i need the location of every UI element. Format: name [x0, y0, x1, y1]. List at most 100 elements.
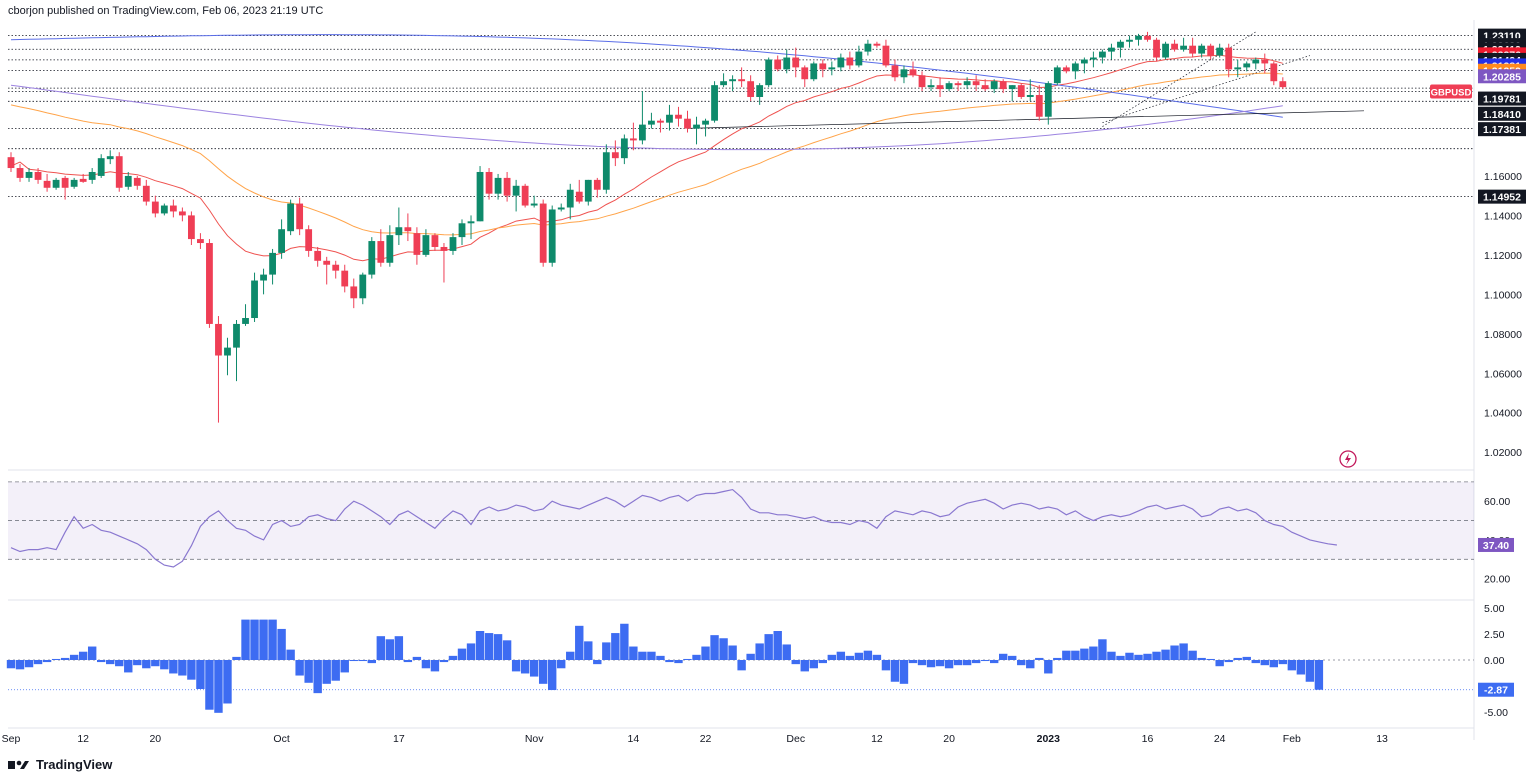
candle-body	[539, 203, 547, 263]
histogram-bar	[187, 660, 196, 680]
histogram-bar	[1305, 660, 1315, 682]
histogram-bar	[475, 631, 485, 660]
candle-body	[260, 274, 267, 281]
candle-body	[1144, 35, 1151, 40]
candle-body	[629, 138, 637, 141]
candle-body	[1080, 59, 1088, 64]
histogram-bar	[493, 634, 503, 660]
brand-label: TradingView	[36, 757, 113, 772]
candle-body	[1234, 67, 1242, 70]
histogram-bar	[1278, 660, 1288, 665]
icons	[1339, 450, 1357, 468]
trend-lines	[687, 31, 1365, 129]
sma-200-line	[10, 84, 1283, 151]
time-tick-label: 20	[149, 733, 161, 745]
candle-body	[88, 171, 96, 180]
candle-body	[774, 59, 782, 70]
candle-body	[575, 191, 583, 202]
histogram-tick-label: 2.50	[1484, 629, 1505, 641]
candle-body	[666, 114, 673, 123]
histogram-bar	[232, 656, 241, 660]
histogram-bar	[520, 660, 530, 674]
price-tag-label: 1.20285	[1483, 71, 1521, 83]
histogram-bar	[367, 660, 376, 664]
candle-body	[918, 75, 926, 88]
candle-body	[999, 81, 1007, 90]
price-tag-label: 1.19781	[1483, 94, 1521, 106]
histogram-bar	[692, 654, 701, 660]
candle-body	[1062, 67, 1070, 72]
histogram-bar	[1224, 660, 1233, 663]
histogram-bar	[737, 660, 746, 671]
candle-body	[395, 227, 403, 236]
histogram-bar	[421, 660, 431, 669]
candle-body	[566, 189, 574, 208]
candle-body	[61, 177, 69, 188]
candle-body	[1180, 45, 1187, 50]
candle-body	[1261, 59, 1269, 64]
candle-body	[620, 138, 628, 159]
histogram-bar	[1215, 660, 1224, 667]
rsi-value-tag	[1478, 537, 1514, 552]
candle-body	[287, 203, 295, 232]
candle-body	[711, 85, 718, 121]
histogram-bar	[719, 638, 728, 660]
candle-body	[891, 65, 899, 78]
candle-body	[1026, 95, 1034, 97]
histogram-bar	[241, 619, 250, 660]
candle-body	[503, 177, 511, 196]
candle-body	[1171, 43, 1178, 50]
candle-body	[97, 158, 105, 176]
candle-body	[1071, 63, 1079, 72]
histogram-bar	[87, 646, 97, 660]
candle-body	[197, 239, 204, 244]
histogram-bar	[701, 646, 710, 660]
candle-body	[169, 205, 177, 212]
histogram-panel	[6, 619, 1474, 713]
candle-body	[1108, 47, 1115, 52]
histogram-bar	[151, 660, 160, 667]
lightning-icon[interactable]	[1339, 450, 1357, 468]
candle-body	[1153, 39, 1160, 58]
candle-body	[368, 241, 376, 275]
histogram-bar	[1044, 660, 1053, 674]
tradingview-logo-icon	[8, 760, 29, 769]
histogram-bar	[809, 660, 818, 669]
histogram-bar	[1053, 657, 1062, 660]
candle-body	[810, 63, 818, 80]
rsi-line	[10, 488, 1337, 568]
time-tick-label: Nov	[525, 733, 544, 745]
candle-body	[413, 233, 421, 255]
histogram-bar	[872, 654, 882, 660]
candle-body	[142, 185, 150, 202]
histogram-bar	[1143, 653, 1152, 660]
rsi-panel	[8, 481, 1474, 568]
time-tick-label: 12	[871, 733, 883, 745]
histogram-bar	[593, 660, 602, 665]
histogram-bar	[1008, 655, 1017, 660]
candle-body	[206, 243, 213, 324]
histogram-bar	[962, 660, 972, 666]
histogram-bar	[674, 660, 683, 664]
candle-body	[1090, 57, 1097, 60]
histogram-bar	[656, 655, 665, 660]
candle-body	[70, 179, 78, 187]
candle-body	[792, 57, 800, 68]
candle-body	[1252, 59, 1260, 64]
candle-body	[224, 347, 231, 356]
histogram-bar	[484, 633, 494, 660]
histogram-tick-label: 5.00	[1484, 603, 1505, 615]
candle-body	[882, 45, 890, 66]
histogram-bar	[277, 628, 286, 660]
histogram-bar	[1080, 648, 1089, 660]
time-tick-label: 24	[1214, 733, 1226, 745]
price-tick-label: 1.08000	[1484, 329, 1522, 341]
histogram-bar	[836, 651, 846, 660]
price-tag-label: 1.14952	[1483, 192, 1521, 204]
histogram-bar	[178, 660, 187, 676]
candle-body	[648, 120, 655, 125]
time-tick-label: 16	[1142, 733, 1154, 745]
candle-body	[819, 63, 827, 70]
histogram-bar	[69, 654, 79, 660]
